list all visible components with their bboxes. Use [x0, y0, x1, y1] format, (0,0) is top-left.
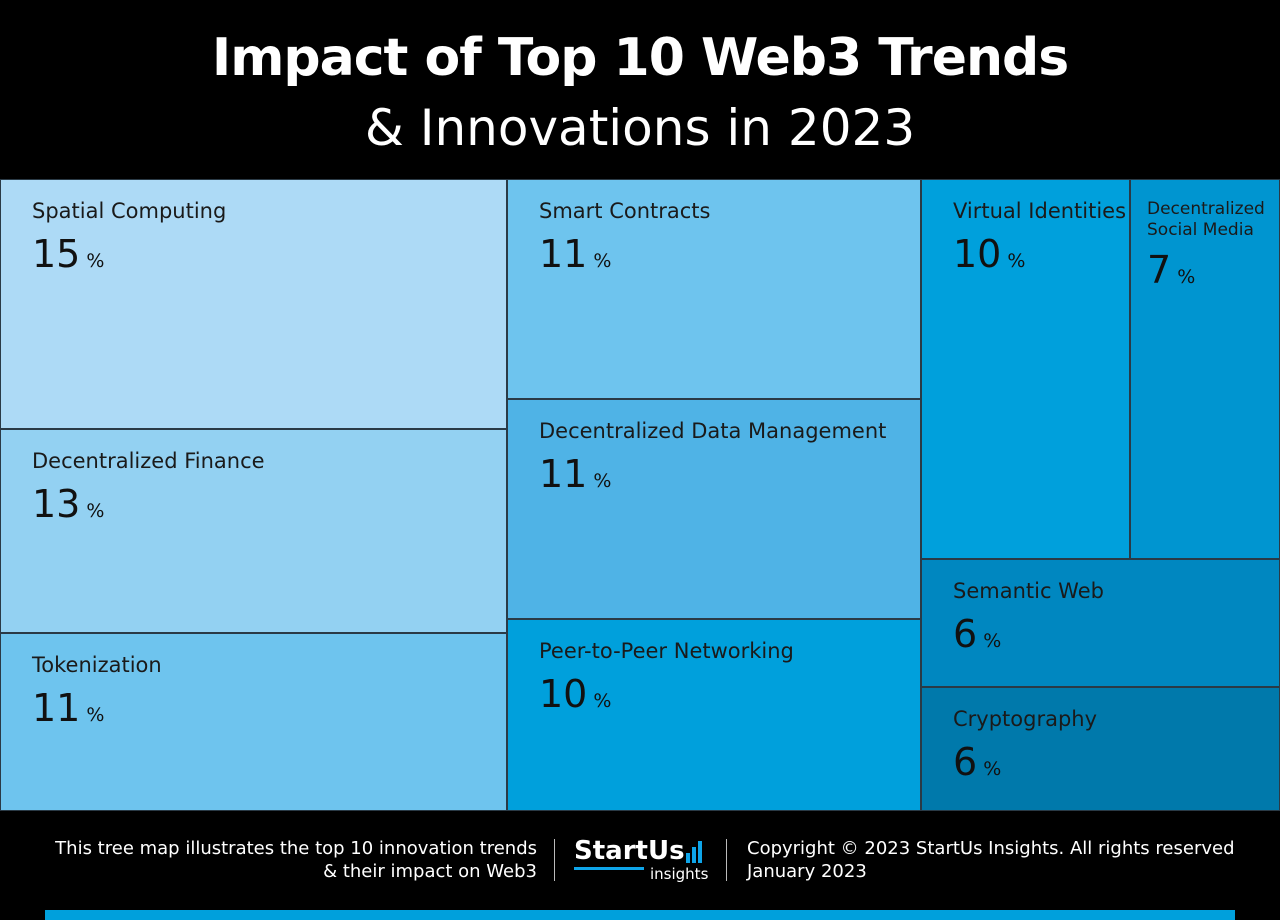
treemap-tile-value-unit: %	[86, 500, 105, 522]
treemap-tile-value: 10%	[539, 672, 611, 723]
chart-title: Impact of Top 10 Web3 Trends	[211, 28, 1069, 88]
treemap-tile-value: 11%	[539, 232, 611, 283]
treemap-tile: Virtual Identities 10%	[921, 179, 1130, 559]
chart-subtitle: & Innovations in 2023	[364, 99, 916, 157]
treemap-tile-label: Tokenization	[32, 653, 162, 677]
treemap-tile-value-number: 11	[539, 452, 588, 496]
treemap-tile-label: Spatial Computing	[32, 199, 227, 223]
treemap-tile: Decentralized Social Media 7%	[1130, 179, 1280, 559]
treemap-tile-label: Decentralized Social Media	[1147, 199, 1265, 240]
treemap-tile-label: Smart Contracts	[539, 199, 711, 223]
treemap-tile: Peer-to-Peer Networking 10%	[507, 619, 921, 811]
treemap-tile-value-unit: %	[1177, 266, 1196, 288]
treemap-tile-label: Decentralized Data Management	[539, 419, 887, 443]
treemap-tile: Cryptography 6%	[921, 687, 1280, 811]
header: Impact of Top 10 Web3 Trends & Innovatio…	[0, 0, 1280, 180]
treemap-tile-value-number: 7	[1147, 248, 1172, 292]
footer-description-line2: & their impact on Web3	[323, 861, 537, 882]
treemap-tile-value-unit: %	[1007, 250, 1026, 272]
treemap-tile: Semantic Web 6%	[921, 559, 1280, 687]
treemap-tile-value: 6%	[953, 612, 1001, 663]
treemap: Spatial Computing 15% Decentralized Financ…	[0, 179, 1280, 811]
treemap-tile-value-number: 11	[539, 232, 588, 276]
treemap-tile-value: 11%	[539, 452, 611, 503]
treemap-tile-label: Semantic Web	[953, 579, 1104, 603]
treemap-tile-value-number: 10	[953, 232, 1002, 276]
logo-underline	[574, 867, 644, 870]
treemap-tile-label: Decentralized Finance	[32, 449, 265, 473]
treemap-tile-value: 15%	[32, 232, 104, 283]
treemap-tile-value-number: 6	[953, 740, 978, 784]
treemap-tile-value-unit: %	[593, 250, 612, 272]
treemap-tile-value: 11%	[32, 686, 104, 737]
treemap-tile-value-number: 13	[32, 482, 81, 526]
startus-insights-logo: StartUs insights	[574, 835, 714, 885]
copyright-text: Copyright © 2023 StartUs Insights. All r…	[747, 838, 1235, 859]
footer-description-line1: This tree map illustrates the top 10 inn…	[55, 838, 537, 859]
treemap-tile: Decentralized Data Management 11%	[507, 399, 921, 619]
treemap-tile-value-number: 10	[539, 672, 588, 716]
logo-wordmark: StartUs	[574, 836, 685, 866]
footer-description: This tree map illustrates the top 10 inn…	[17, 837, 537, 883]
publish-date: January 2023	[747, 861, 867, 882]
treemap-tile-value-unit: %	[593, 690, 612, 712]
treemap-tile-value-unit: %	[983, 758, 1002, 780]
treemap-tile-value-number: 15	[32, 232, 81, 276]
treemap-tile-value-unit: %	[983, 630, 1002, 652]
treemap-tile: Tokenization 11%	[0, 633, 507, 811]
logo-subtitle: insights	[650, 865, 709, 883]
footer: This tree map illustrates the top 10 inn…	[0, 811, 1280, 920]
treemap-tile-value-unit: %	[86, 250, 105, 272]
treemap-tile-value-unit: %	[593, 470, 612, 492]
treemap-tile-value: 6%	[953, 740, 1001, 791]
treemap-tile-value: 10%	[953, 232, 1025, 283]
bar-chart-icon	[686, 841, 706, 863]
treemap-tile-value: 7%	[1147, 248, 1195, 299]
footer-divider-left	[554, 839, 555, 881]
treemap-tile-label: Peer-to-Peer Networking	[539, 639, 794, 663]
treemap-tile: Smart Contracts 11%	[507, 179, 921, 399]
footer-copyright-block: Copyright © 2023 StartUs Insights. All r…	[747, 837, 1267, 883]
treemap-tile-value: 13%	[32, 482, 104, 533]
treemap-tile: Spatial Computing 15%	[0, 179, 507, 429]
treemap-tile-label: Cryptography	[953, 707, 1098, 731]
footer-divider-right	[726, 839, 727, 881]
treemap-tile-label: Virtual Identities	[953, 199, 1127, 223]
treemap-tile-value-number: 11	[32, 686, 81, 730]
treemap-tile-value-unit: %	[86, 704, 105, 726]
bottom-accent-bar	[45, 910, 1235, 920]
treemap-tile-value-number: 6	[953, 612, 978, 656]
treemap-tile: Decentralized Finance 13%	[0, 429, 507, 633]
